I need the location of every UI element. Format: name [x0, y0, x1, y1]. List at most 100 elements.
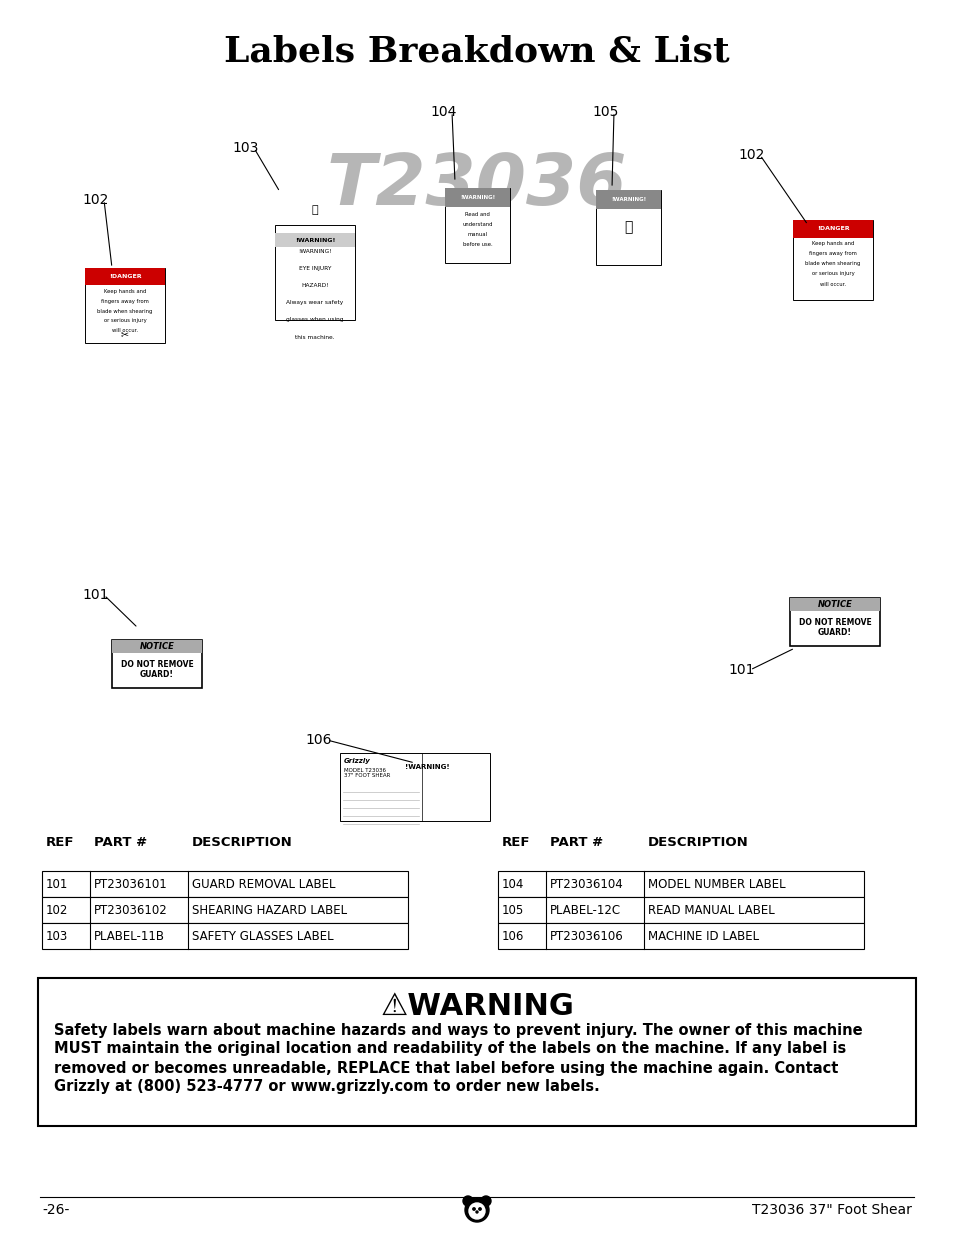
Text: understand: understand — [462, 222, 493, 227]
Bar — [42, 923, 408, 948]
Text: PART #: PART # — [550, 836, 602, 850]
Text: 101: 101 — [82, 588, 109, 601]
Text: glasses when using: glasses when using — [286, 317, 343, 322]
Text: SHEARING HAZARD LABEL: SHEARING HAZARD LABEL — [192, 904, 347, 916]
Text: PLABEL-12C: PLABEL-12C — [550, 904, 620, 916]
Text: Always wear safety: Always wear safety — [286, 300, 343, 305]
Text: PT23036104: PT23036104 — [550, 878, 623, 890]
Text: DESCRIPTION: DESCRIPTION — [647, 836, 748, 850]
Text: blade when shearing: blade when shearing — [97, 309, 152, 314]
Circle shape — [464, 1198, 489, 1221]
Text: PLABEL-11B: PLABEL-11B — [94, 930, 165, 942]
Bar — [444, 188, 510, 263]
Text: !WARNING!: !WARNING! — [459, 195, 495, 200]
Text: !WARNING!: !WARNING! — [298, 249, 332, 254]
Text: or serious injury: or serious injury — [811, 272, 854, 277]
Bar — [596, 190, 660, 266]
Bar — [789, 598, 879, 611]
Bar — [789, 598, 879, 646]
Text: MACHINE ID LABEL: MACHINE ID LABEL — [647, 930, 759, 942]
Text: ✂️: ✂️ — [121, 331, 129, 341]
Text: Keep hands and: Keep hands and — [811, 242, 853, 247]
Text: fingers away from: fingers away from — [101, 299, 149, 304]
Text: 105: 105 — [501, 904, 524, 916]
Text: READ MANUAL LABEL: READ MANUAL LABEL — [647, 904, 774, 916]
Text: 106: 106 — [501, 930, 524, 942]
Circle shape — [480, 1195, 491, 1207]
Text: GUARD REMOVAL LABEL: GUARD REMOVAL LABEL — [192, 878, 335, 890]
Bar — [444, 188, 510, 206]
Text: 102: 102 — [738, 148, 763, 162]
Text: REF: REF — [46, 836, 74, 850]
Circle shape — [476, 1212, 477, 1213]
Text: 102: 102 — [46, 904, 69, 916]
Bar — [274, 225, 355, 320]
Text: 102: 102 — [82, 193, 109, 207]
Bar — [792, 220, 872, 300]
Text: DO NOT REMOVE
GUARD!: DO NOT REMOVE GUARD! — [120, 659, 193, 679]
Text: blade when shearing: blade when shearing — [804, 262, 860, 267]
Text: Safety labels warn about machine hazards and ways to prevent injury. The owner o: Safety labels warn about machine hazards… — [54, 1023, 862, 1037]
Text: -26-: -26- — [42, 1203, 70, 1216]
Text: 106: 106 — [305, 734, 331, 747]
Text: !WARNING!: !WARNING! — [405, 764, 450, 769]
Circle shape — [473, 1208, 475, 1210]
Bar — [85, 268, 165, 343]
Text: before use.: before use. — [462, 242, 492, 247]
Circle shape — [469, 1203, 484, 1219]
Text: Grizzly: Grizzly — [344, 758, 371, 764]
Text: !WARNING!: !WARNING! — [294, 237, 335, 242]
Bar — [497, 923, 863, 948]
Text: REF: REF — [501, 836, 530, 850]
Text: ⚠WARNING: ⚠WARNING — [379, 992, 574, 1020]
Text: 105: 105 — [592, 105, 618, 119]
Text: fingers away from: fingers away from — [808, 252, 856, 257]
Bar — [339, 753, 490, 821]
Text: 101: 101 — [46, 878, 69, 890]
Text: !DANGER: !DANGER — [816, 226, 848, 231]
Bar — [274, 233, 355, 247]
Text: PT23036102: PT23036102 — [94, 904, 168, 916]
Bar — [497, 871, 863, 897]
Bar — [596, 190, 660, 209]
Bar — [792, 220, 872, 237]
Text: removed or becomes unreadable, REPLACE that label before using the machine again: removed or becomes unreadable, REPLACE t… — [54, 1061, 838, 1076]
Text: NOTICE: NOTICE — [817, 600, 852, 609]
Text: 103: 103 — [232, 141, 258, 156]
Text: HAZARD!: HAZARD! — [301, 283, 329, 288]
Text: Read and: Read and — [464, 211, 490, 217]
Text: 104: 104 — [430, 105, 456, 119]
Bar — [42, 871, 408, 897]
Text: MODEL T23036
37" FOOT SHEAR: MODEL T23036 37" FOOT SHEAR — [344, 768, 390, 778]
Text: MODEL NUMBER LABEL: MODEL NUMBER LABEL — [647, 878, 785, 890]
Text: Labels Breakdown & List: Labels Breakdown & List — [224, 35, 729, 69]
Text: will occur.: will occur. — [820, 282, 845, 287]
Text: 104: 104 — [501, 878, 524, 890]
Text: Keep hands and: Keep hands and — [104, 289, 146, 294]
Text: EYE INJURY: EYE INJURY — [298, 267, 331, 272]
Text: !WARNING!: !WARNING! — [610, 196, 645, 201]
Text: SAFETY GLASSES LABEL: SAFETY GLASSES LABEL — [192, 930, 334, 942]
Text: DESCRIPTION: DESCRIPTION — [192, 836, 293, 850]
Text: 103: 103 — [46, 930, 69, 942]
Text: MUST maintain the original location and readability of the labels on the machine: MUST maintain the original location and … — [54, 1041, 845, 1056]
Text: 101: 101 — [727, 663, 754, 677]
Bar — [85, 268, 165, 284]
Bar — [112, 640, 202, 653]
Text: Grizzly at (800) 523-4777 or www.grizzly.com to order new labels.: Grizzly at (800) 523-4777 or www.grizzly… — [54, 1079, 599, 1094]
Circle shape — [478, 1208, 480, 1210]
Bar — [497, 897, 863, 923]
Text: T23036 37" Foot Shear: T23036 37" Foot Shear — [751, 1203, 911, 1216]
Text: ✋: ✋ — [623, 221, 632, 235]
Text: PART #: PART # — [94, 836, 147, 850]
Text: or serious injury: or serious injury — [104, 317, 146, 324]
Text: this machine.: this machine. — [294, 335, 335, 340]
Text: NOTICE: NOTICE — [139, 642, 174, 651]
Text: will occur.: will occur. — [112, 327, 138, 332]
Bar — [112, 640, 202, 688]
Text: PT23036106: PT23036106 — [550, 930, 623, 942]
Text: PT23036101: PT23036101 — [94, 878, 168, 890]
Bar — [42, 897, 408, 923]
Bar — [38, 978, 915, 1126]
Text: 👓: 👓 — [312, 205, 318, 215]
